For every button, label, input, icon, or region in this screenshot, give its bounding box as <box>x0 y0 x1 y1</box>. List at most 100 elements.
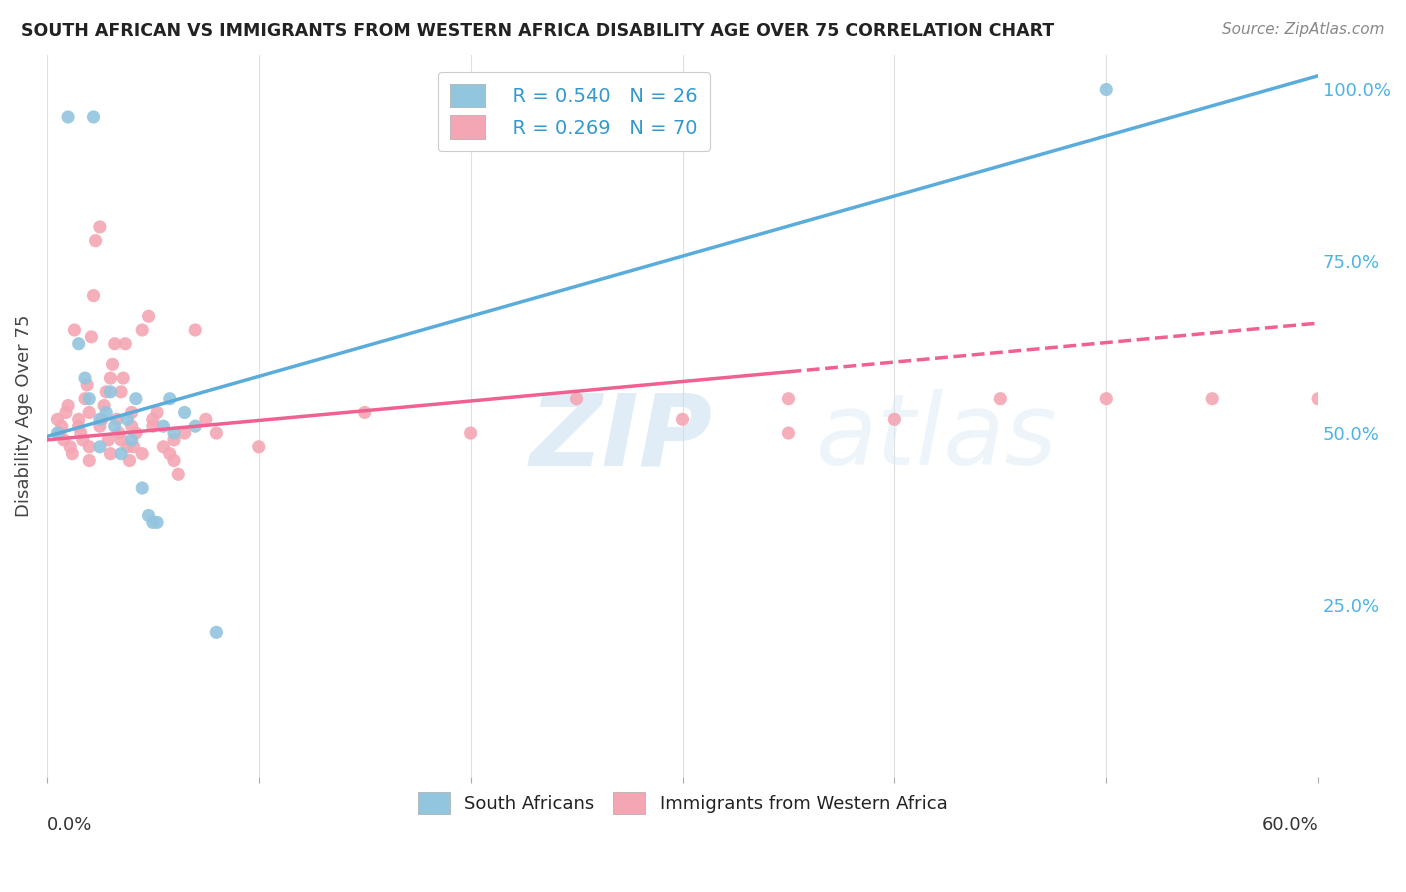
Text: ZIP: ZIP <box>530 389 713 486</box>
Point <box>247 440 270 454</box>
Point <box>152 419 174 434</box>
Point <box>93 399 115 413</box>
Point <box>194 412 217 426</box>
Point <box>883 412 905 426</box>
Point <box>163 453 186 467</box>
Point <box>110 433 132 447</box>
Point <box>205 625 228 640</box>
Point <box>59 440 82 454</box>
Point <box>125 425 148 440</box>
Point <box>69 425 91 440</box>
Point <box>121 419 143 434</box>
Point <box>138 310 160 324</box>
Point <box>117 440 139 454</box>
Point <box>142 412 165 426</box>
Point <box>100 384 122 399</box>
Point <box>46 425 69 440</box>
Point <box>142 419 165 434</box>
Point <box>146 405 169 419</box>
Point <box>205 425 228 440</box>
Point <box>56 399 79 413</box>
Point <box>778 425 800 440</box>
Point <box>46 412 69 426</box>
Point <box>77 453 100 467</box>
Point <box>117 412 139 426</box>
Point <box>80 330 103 344</box>
Point <box>51 419 73 434</box>
Point <box>48 425 70 440</box>
Point <box>138 508 160 523</box>
Point <box>460 425 482 440</box>
Point <box>60 447 83 461</box>
Point <box>77 392 100 406</box>
Point <box>110 447 132 461</box>
Point <box>1201 392 1223 406</box>
Point <box>83 110 105 124</box>
Point <box>89 419 111 434</box>
Point <box>63 323 86 337</box>
Point <box>122 440 145 454</box>
Point <box>52 433 75 447</box>
Point <box>83 288 105 302</box>
Point <box>778 392 800 406</box>
Point <box>118 453 141 467</box>
Point <box>184 419 207 434</box>
Point <box>101 357 124 371</box>
Point <box>110 384 132 399</box>
Point <box>108 425 131 440</box>
Point <box>112 371 135 385</box>
Point <box>100 371 122 385</box>
Point <box>146 516 169 530</box>
Point <box>173 425 195 440</box>
Point <box>671 412 693 426</box>
Point <box>184 323 207 337</box>
Point <box>96 405 118 419</box>
Point <box>91 412 114 426</box>
Point <box>89 219 111 234</box>
Text: 60.0%: 60.0% <box>1261 816 1319 834</box>
Point <box>152 440 174 454</box>
Point <box>1095 392 1118 406</box>
Point <box>56 110 79 124</box>
Point <box>104 336 127 351</box>
Point <box>55 405 77 419</box>
Point <box>72 433 94 447</box>
Point <box>67 412 90 426</box>
Point <box>121 433 143 447</box>
Point <box>121 405 143 419</box>
Y-axis label: Disability Age Over 75: Disability Age Over 75 <box>15 315 32 517</box>
Point <box>163 425 186 440</box>
Point <box>105 412 128 426</box>
Point <box>159 447 181 461</box>
Point <box>67 336 90 351</box>
Point <box>77 405 100 419</box>
Text: Source: ZipAtlas.com: Source: ZipAtlas.com <box>1222 22 1385 37</box>
Point <box>131 481 153 495</box>
Point <box>96 384 118 399</box>
Point <box>84 234 107 248</box>
Point <box>100 447 122 461</box>
Point <box>163 433 186 447</box>
Point <box>167 467 190 482</box>
Point <box>1095 82 1118 96</box>
Point <box>97 433 120 447</box>
Point <box>104 419 127 434</box>
Point <box>89 440 111 454</box>
Point <box>565 392 588 406</box>
Point <box>131 447 153 461</box>
Point <box>89 412 111 426</box>
Legend: South Africans, Immigrants from Western Africa: South Africans, Immigrants from Western … <box>411 785 955 822</box>
Point <box>76 378 98 392</box>
Point <box>67 419 90 434</box>
Point <box>142 516 165 530</box>
Point <box>77 440 100 454</box>
Point <box>353 405 375 419</box>
Point <box>1308 392 1330 406</box>
Point <box>159 392 181 406</box>
Point <box>73 392 96 406</box>
Text: 0.0%: 0.0% <box>46 816 93 834</box>
Point <box>114 336 136 351</box>
Point <box>73 371 96 385</box>
Point <box>173 405 195 419</box>
Point <box>131 323 153 337</box>
